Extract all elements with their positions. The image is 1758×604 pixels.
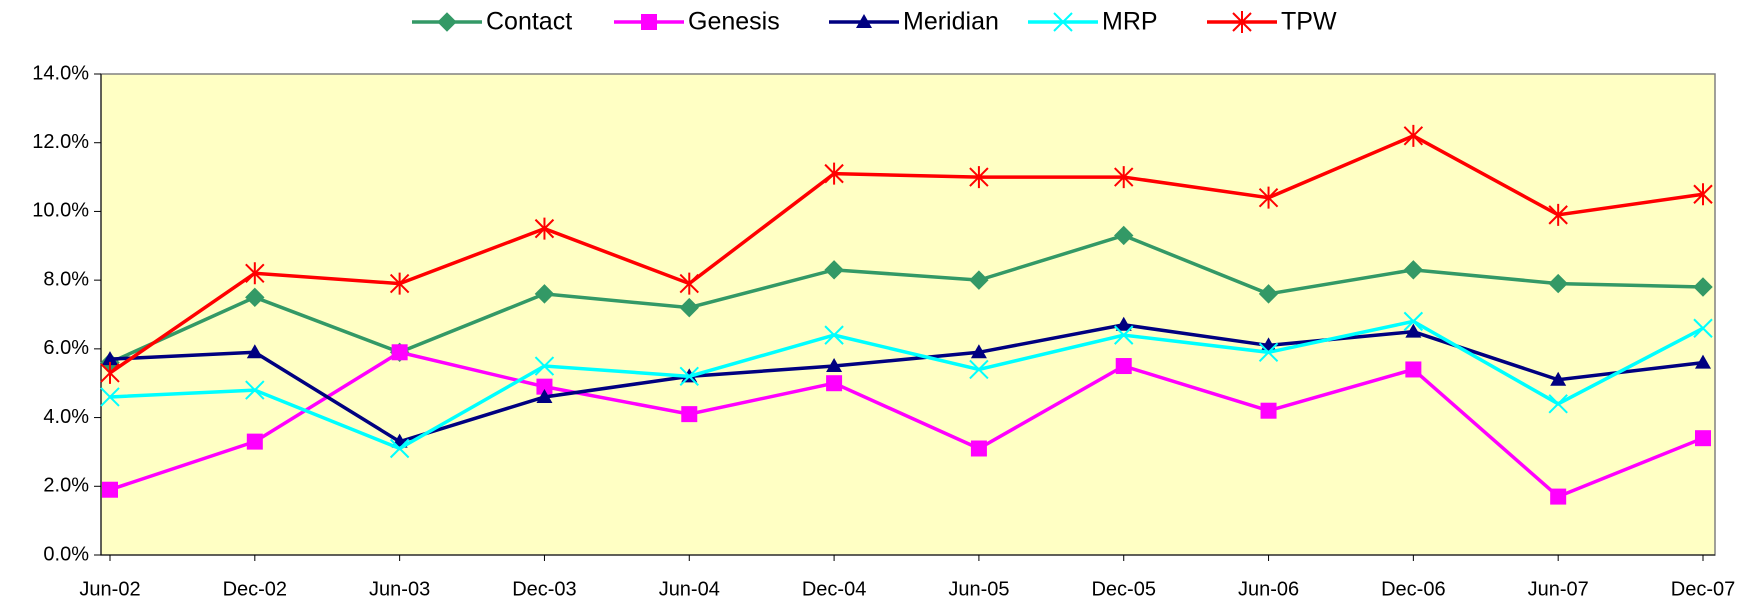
marker	[1693, 318, 1713, 338]
y-tick-label: 10.0%	[32, 200, 89, 222]
x-tick-label: Jun-04	[659, 578, 720, 600]
marker	[969, 359, 989, 380]
marker	[389, 272, 410, 295]
legend-label: Meridian	[903, 8, 999, 36]
y-tick-label: 4.0%	[43, 406, 89, 428]
marker	[1258, 284, 1279, 304]
marker	[1550, 371, 1567, 386]
y-tick-label: 14.0%	[32, 62, 89, 84]
marker	[1695, 430, 1711, 447]
marker	[970, 440, 987, 457]
marker	[1693, 277, 1713, 297]
marker	[102, 351, 118, 366]
plot-area	[100, 73, 1716, 556]
y-tick-label: 2.0%	[43, 475, 89, 497]
marker	[1115, 358, 1132, 375]
marker	[246, 344, 263, 359]
marker	[824, 260, 844, 280]
x-tick-label: Jun-06	[1238, 578, 1299, 600]
marker	[246, 433, 263, 450]
x-tick-label: Jun-07	[1528, 578, 1589, 600]
marker	[970, 344, 987, 359]
marker	[1695, 354, 1711, 369]
marker	[1405, 323, 1422, 338]
marker	[534, 284, 555, 304]
marker	[1258, 186, 1279, 209]
y-tick-label: 8.0%	[43, 268, 89, 290]
marker	[536, 388, 553, 403]
marker	[1403, 124, 1424, 147]
legend-marker	[641, 14, 657, 30]
marker	[824, 162, 844, 185]
legend-label: Genesis	[688, 8, 780, 36]
legend-marker	[856, 14, 872, 28]
x-tick-label: Dec-03	[512, 578, 576, 600]
marker	[1114, 166, 1134, 189]
marker	[1114, 225, 1134, 246]
marker	[391, 344, 408, 361]
marker	[102, 481, 118, 498]
x-tick-label: Dec-07	[1671, 578, 1735, 600]
marker	[389, 438, 410, 459]
marker	[969, 270, 989, 290]
marker	[681, 406, 698, 423]
marker	[1693, 183, 1713, 206]
legend-marker	[437, 12, 457, 32]
legend-marker	[1232, 11, 1252, 33]
marker	[245, 287, 265, 308]
marker	[1260, 402, 1277, 419]
x-tick-label: Jun-03	[369, 578, 430, 600]
marker	[824, 325, 844, 345]
series-line	[109, 233, 1704, 365]
marker	[1115, 316, 1132, 331]
legend-marker	[1053, 12, 1073, 32]
marker	[1548, 394, 1568, 414]
marker	[1258, 342, 1279, 363]
marker	[1114, 325, 1134, 345]
marker	[534, 356, 555, 376]
x-tick-label: Dec-06	[1381, 578, 1445, 600]
marker	[826, 375, 843, 392]
x-tick-label: Jun-05	[948, 578, 1009, 600]
marker	[1405, 361, 1422, 378]
marker	[100, 361, 120, 384]
series-line	[109, 323, 1704, 444]
marker	[1550, 488, 1567, 505]
x-tick-label: Jun-02	[79, 578, 140, 600]
marker	[536, 378, 553, 395]
marker	[679, 366, 699, 387]
y-tick-label: 0.0%	[43, 543, 89, 565]
marker	[679, 272, 699, 295]
marker	[969, 166, 989, 189]
series-line	[109, 319, 1704, 451]
marker	[245, 262, 265, 285]
marker	[100, 387, 120, 407]
x-tick-label: Dec-02	[223, 578, 287, 600]
marker	[245, 380, 265, 400]
y-tick-label: 6.0%	[43, 337, 89, 359]
x-tick-label: Dec-05	[1091, 578, 1155, 600]
marker	[1403, 311, 1424, 332]
y-tick-label: 12.0%	[32, 131, 89, 153]
marker	[1548, 273, 1568, 294]
series-line	[109, 350, 1704, 499]
marker	[826, 358, 843, 373]
marker	[679, 297, 699, 318]
legend-label: MRP	[1102, 8, 1158, 36]
series-line	[109, 133, 1704, 375]
marker	[534, 217, 555, 240]
x-tick-label: Dec-04	[802, 578, 866, 600]
legend-label: Contact	[486, 8, 572, 36]
marker	[1548, 203, 1568, 226]
marker	[1403, 260, 1424, 280]
legend-label: TPW	[1281, 8, 1337, 36]
